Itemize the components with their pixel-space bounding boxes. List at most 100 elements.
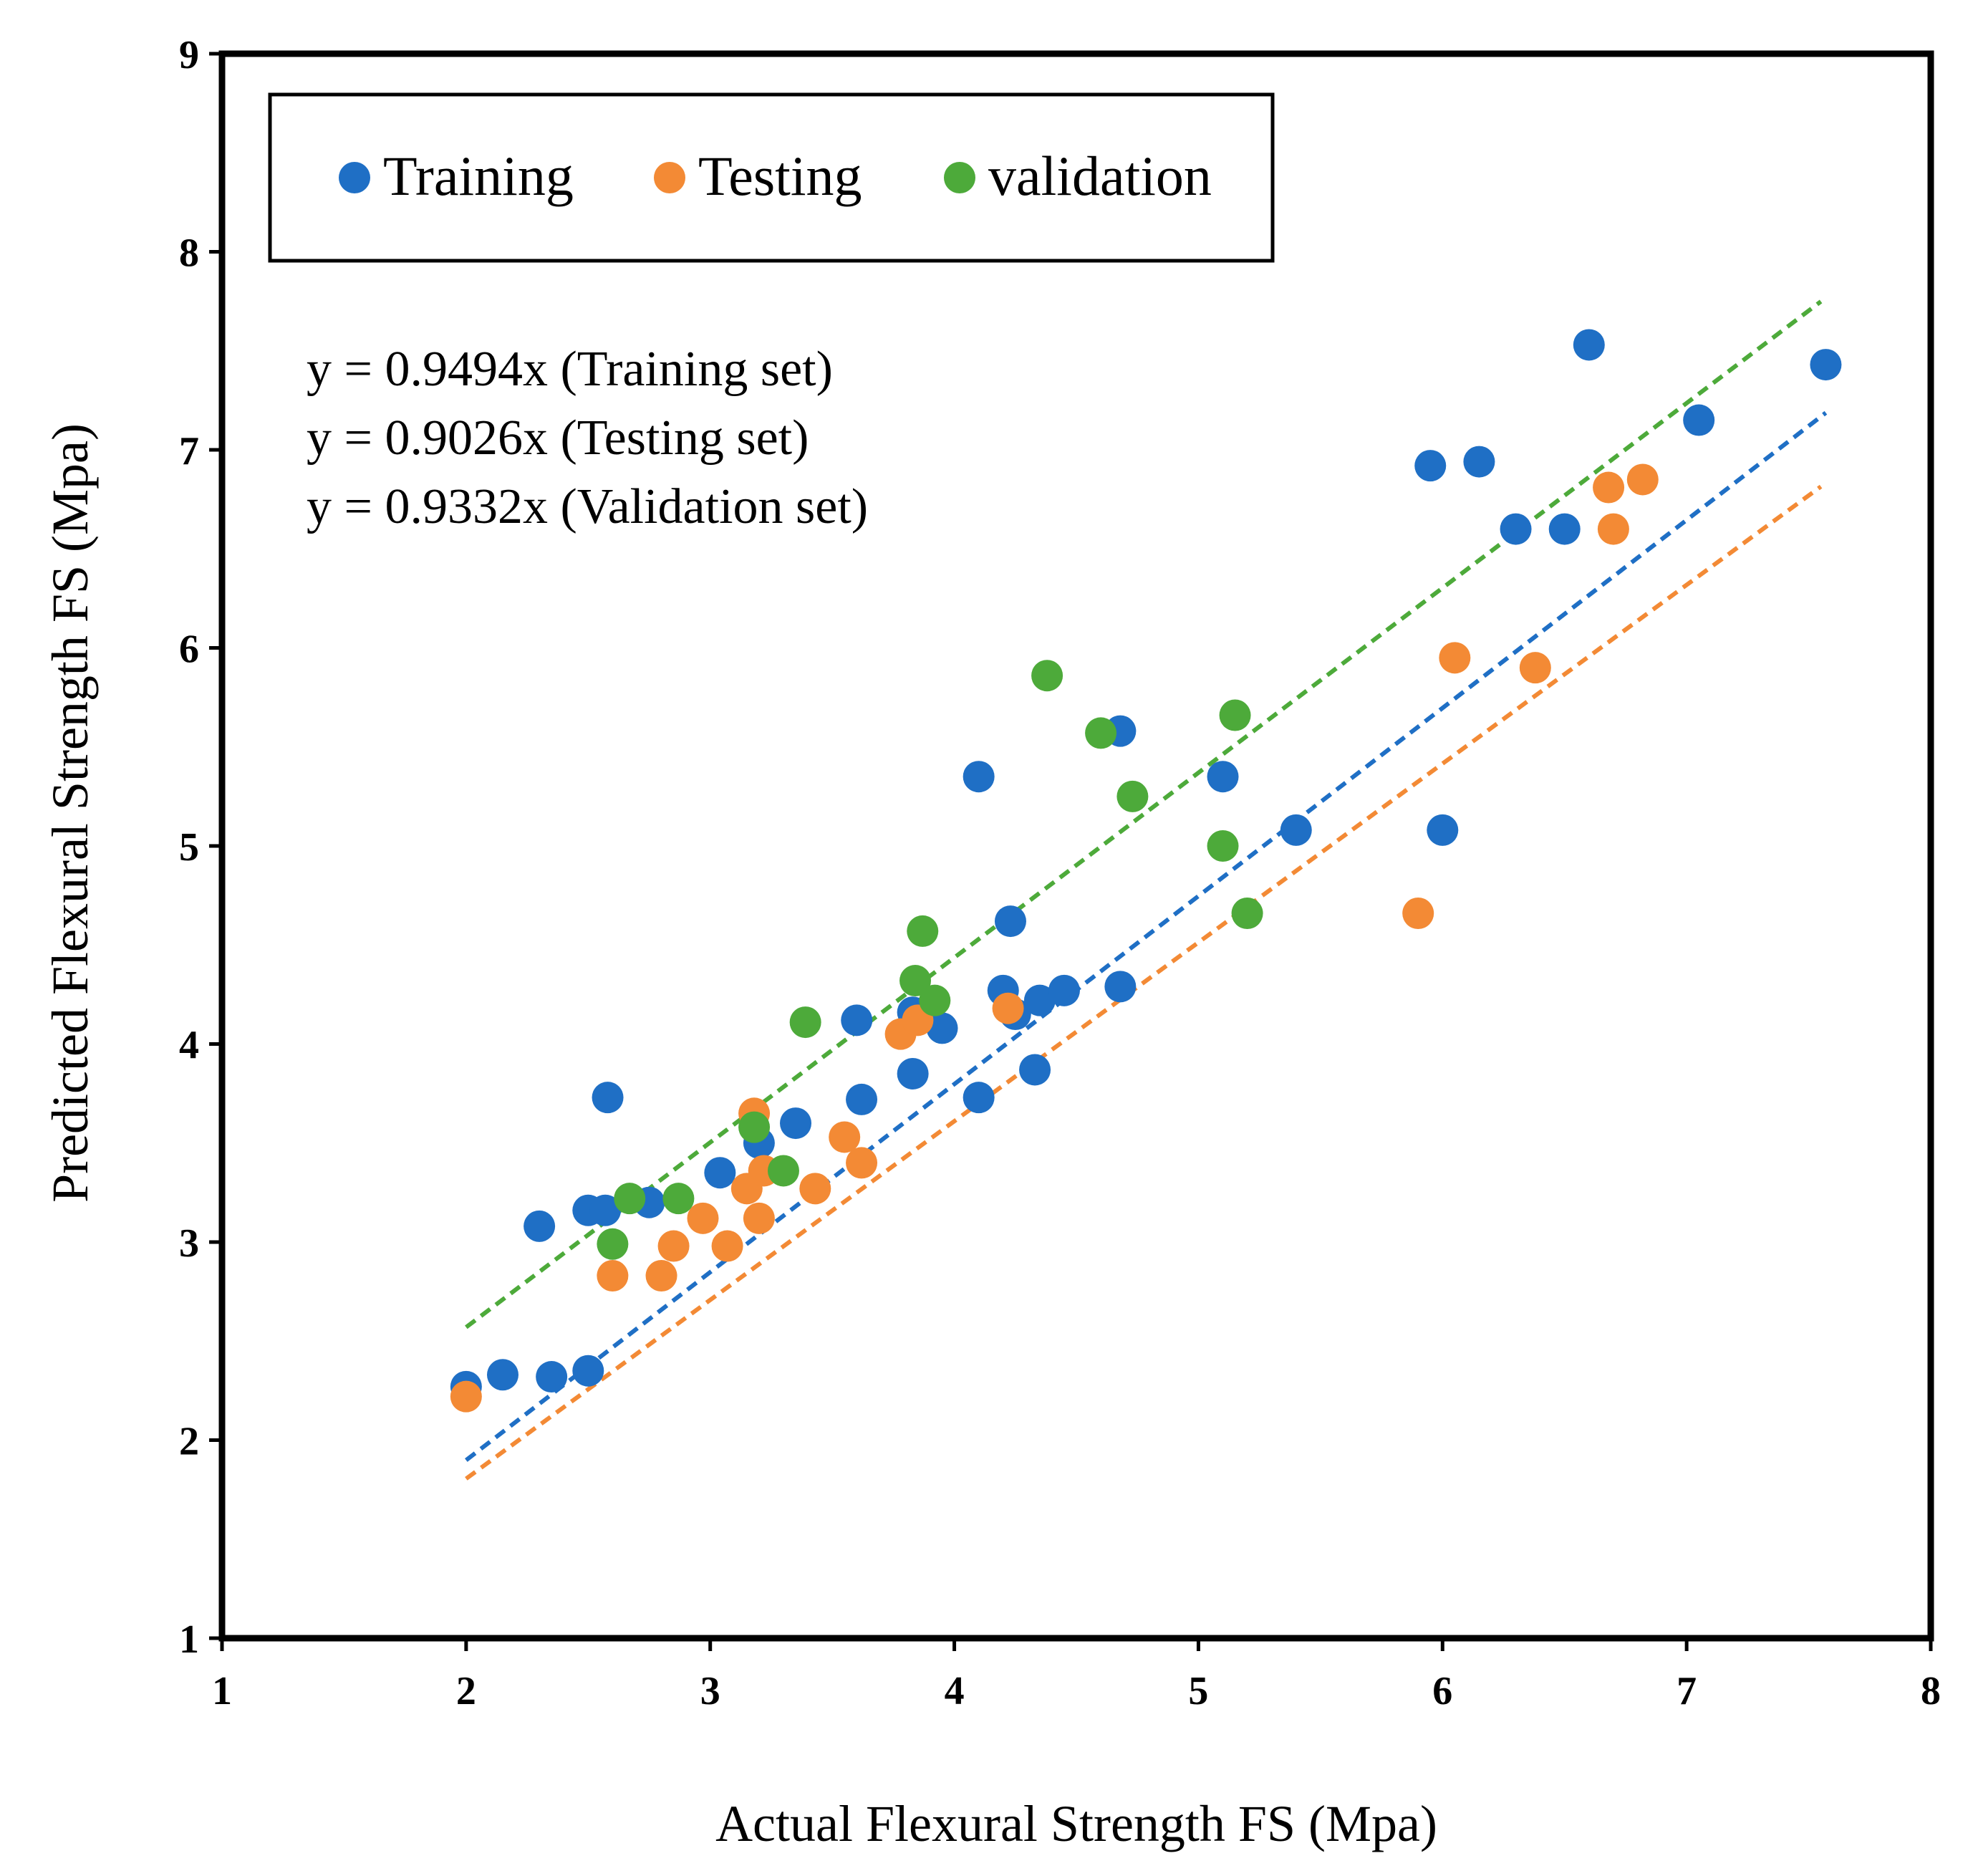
training-point-12 (780, 1107, 812, 1140)
legend-marker-validation (944, 162, 975, 193)
legend-label-testing: Testing (698, 145, 862, 207)
validation-point-3 (662, 1183, 695, 1215)
training-point-35 (1573, 329, 1605, 361)
testing-point-22 (1626, 463, 1659, 496)
validation-point-2 (614, 1183, 646, 1215)
training-point-31 (1414, 450, 1447, 482)
training-point-25 (994, 905, 1026, 938)
testing-point-18 (1439, 642, 1471, 674)
y-tick-label-8: 8 (179, 231, 199, 276)
training-point-3 (536, 1361, 568, 1393)
training-point-28 (1207, 761, 1239, 793)
testing-point-20 (1593, 471, 1625, 504)
training-point-13 (846, 1083, 878, 1115)
trend-line-training (465, 410, 1828, 1462)
x-tick-label-4: 4 (945, 1669, 965, 1713)
y-tick-label-1: 1 (179, 1617, 199, 1662)
trend-line-testing (465, 484, 1823, 1481)
validation-point-11 (1085, 717, 1117, 749)
trend-lines (465, 299, 1828, 1481)
x-tick-label-2: 2 (456, 1669, 476, 1713)
y-tick-label-5: 5 (179, 825, 199, 870)
training-point-10 (704, 1157, 736, 1189)
x-tick-label-6: 6 (1432, 1669, 1452, 1713)
x-tick-label-1: 1 (212, 1669, 232, 1713)
equation-validation: y = 0.9332x (Validation set) (307, 479, 868, 534)
trend-line-validation (465, 299, 1823, 1329)
testing-point-1 (450, 1380, 482, 1413)
legend-box (268, 92, 1275, 263)
testing-point-19 (1519, 652, 1551, 684)
training-point-4 (572, 1355, 604, 1387)
training-point-37 (1810, 349, 1842, 381)
testing-point-17 (1402, 898, 1434, 930)
testing-point-16 (992, 992, 1024, 1024)
training-point-32 (1463, 446, 1495, 478)
validation-point-10 (1031, 660, 1063, 692)
training-point-18 (963, 1082, 995, 1114)
testing-point-13 (846, 1147, 878, 1179)
fit-equations: y = 0.9494x (Training set) y = 0.9026x (… (307, 342, 868, 534)
y-tick-label-6: 6 (179, 627, 199, 672)
training-point-34 (1548, 513, 1581, 545)
legend-label-validation: validation (988, 145, 1212, 207)
y-tick-label-2: 2 (179, 1420, 199, 1464)
x-tick-label-7: 7 (1677, 1669, 1697, 1713)
training-point-24 (1104, 971, 1137, 1003)
validation-point-14 (1219, 699, 1251, 731)
x-axis-title: Actual Flexural Strength FS (Mpa) (715, 1795, 1437, 1852)
legend-marker-testing (654, 162, 685, 193)
training-point-36 (1683, 404, 1715, 436)
validation-point-6 (789, 1006, 821, 1039)
testing-point-4 (657, 1230, 690, 1262)
x-tick-label-5: 5 (1188, 1669, 1208, 1713)
y-axis-ticks: 1 2 3 4 5 6 7 8 9 (179, 33, 222, 1662)
y-tick-label-9: 9 (179, 33, 199, 77)
training-point-22 (1023, 984, 1056, 1016)
x-tick-label-3: 3 (700, 1669, 720, 1713)
validation-point-15 (1231, 898, 1263, 930)
testing-point-8 (743, 1202, 775, 1234)
testing-point-5 (687, 1202, 719, 1234)
training-point-9 (592, 1082, 624, 1114)
testing-point-12 (829, 1121, 861, 1153)
validation-point-8 (907, 915, 939, 947)
x-tick-label-8: 8 (1921, 1669, 1941, 1713)
y-tick-label-3: 3 (179, 1221, 199, 1266)
legend: Training Testing validation (268, 92, 1275, 263)
training-point-29 (1280, 814, 1312, 846)
training-point-15 (897, 1057, 929, 1089)
validation-point-4 (738, 1111, 771, 1143)
training-point-26 (963, 761, 995, 793)
validation-point-7 (899, 965, 932, 997)
training-point-14 (841, 1004, 873, 1036)
training-point-5 (524, 1210, 556, 1242)
validation-point-5 (767, 1155, 799, 1187)
training-point-23 (1048, 974, 1080, 1006)
testing-point-2 (597, 1260, 629, 1292)
y-tick-label-4: 4 (179, 1024, 199, 1068)
equation-testing: y = 0.9026x (Testing set) (307, 410, 809, 466)
data-points (450, 329, 1842, 1413)
training-point-2 (486, 1359, 518, 1391)
validation-point-9 (919, 984, 951, 1016)
x-axis-ticks: 1 2 3 4 5 6 7 8 (212, 1638, 1941, 1713)
legend-marker-training (339, 162, 370, 193)
y-tick-label-7: 7 (179, 429, 199, 473)
training-point-7 (589, 1194, 622, 1226)
testing-point-11 (799, 1173, 831, 1205)
validation-point-1 (597, 1228, 629, 1260)
y-axis-title: Predicted Flexural Strength FS (Mpa) (42, 423, 99, 1203)
training-point-17 (926, 1012, 958, 1044)
testing-point-21 (1597, 513, 1629, 545)
training-point-30 (1427, 814, 1459, 846)
validation-point-12 (1116, 780, 1149, 812)
training-point-21 (1019, 1054, 1051, 1086)
equation-training: y = 0.9494x (Training set) (307, 342, 833, 397)
training-point-33 (1500, 513, 1532, 545)
testing-point-6 (711, 1230, 743, 1262)
validation-point-13 (1207, 830, 1239, 862)
legend-label-training: Training (383, 145, 574, 207)
